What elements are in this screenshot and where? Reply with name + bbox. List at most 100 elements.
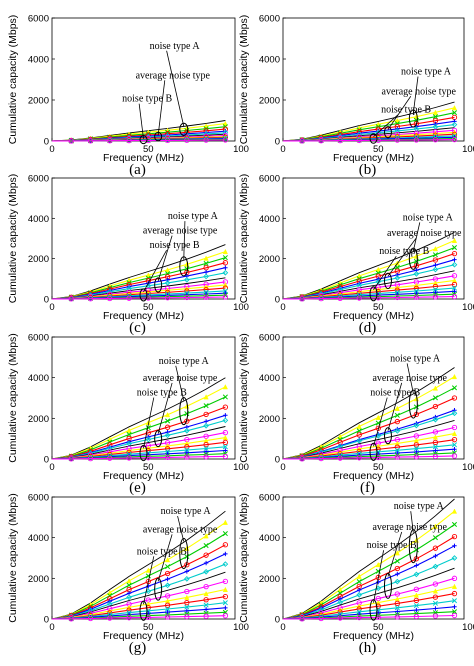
series-point: [432, 294, 439, 300]
series-line-6: [282, 412, 455, 460]
y-tick-label: 4000: [28, 533, 49, 544]
series-point: [432, 600, 438, 606]
series-point: [184, 608, 190, 614]
x-tick-label: 0: [49, 302, 54, 313]
series-point: [451, 121, 458, 128]
series-line-14: [51, 455, 226, 460]
series-point: [394, 447, 400, 453]
series-point: [164, 557, 171, 563]
series-line-14: [51, 296, 226, 300]
series-point: [394, 444, 400, 450]
series-point: [413, 603, 419, 609]
y-tick-label: 0: [275, 295, 280, 306]
series-point: [126, 431, 132, 438]
series-point: [164, 614, 171, 620]
x-tick-label: 50: [143, 302, 154, 313]
y-tick-label: 0: [275, 455, 280, 466]
series-point: [395, 571, 400, 577]
series-point: [413, 613, 420, 620]
series-point: [394, 558, 400, 564]
series-point: [394, 591, 400, 597]
annotation-arrow: [373, 397, 388, 447]
chart-panel-a: 0 2000 4000 6000 0 50 100 Frequency (MHz) Cumula…: [7, 14, 249, 179]
series-line-2: [282, 239, 455, 300]
series-point: [68, 296, 74, 302]
series-point: [413, 271, 420, 277]
series-point: [356, 573, 362, 579]
series-point: [184, 569, 190, 574]
series-point: [184, 294, 190, 301]
annotation-arrow: [373, 114, 399, 137]
x-tick-label: 0: [49, 622, 54, 633]
series-point: [356, 592, 363, 598]
series-point: [164, 432, 171, 439]
series-line-1: [282, 101, 455, 142]
series-point: [223, 265, 228, 270]
annotation-label: noise type A: [168, 211, 219, 222]
series-point: [451, 110, 458, 116]
series-point: [451, 590, 458, 597]
series-line-2: [51, 251, 226, 300]
series-point: [318, 295, 324, 302]
series-point: [394, 454, 400, 460]
series-point: [184, 447, 190, 453]
series-point: [413, 442, 420, 448]
annotation-ellipse: [408, 247, 418, 270]
series-line-8: [51, 580, 226, 620]
series-line-9: [51, 588, 226, 620]
series-point: [222, 404, 229, 410]
series-point: [433, 262, 438, 268]
series-point: [375, 603, 381, 609]
annotation-arrow: [373, 256, 397, 290]
x-tick-label: 100: [233, 302, 249, 313]
series-point: [432, 444, 438, 450]
series-point: [165, 606, 171, 612]
series-point: [451, 437, 458, 443]
series-point: [432, 594, 439, 600]
series-point: [126, 295, 132, 301]
series-line-14: [282, 139, 455, 142]
series-line-2: [282, 376, 455, 460]
series-point: [451, 442, 458, 448]
annotation-ellipse: [383, 126, 392, 139]
series-point: [337, 295, 343, 301]
series-point: [299, 616, 305, 622]
series-point: [107, 138, 113, 144]
series-point: [203, 613, 209, 619]
series-point: [451, 521, 458, 528]
series-point: [433, 290, 438, 295]
series-point: [432, 523, 439, 529]
series-point: [87, 138, 94, 144]
series-point: [337, 433, 343, 439]
series-line-14: [52, 139, 226, 142]
series-point: [223, 413, 228, 418]
annotation-label: noise type B: [137, 546, 187, 557]
series-point: [184, 588, 190, 595]
series-point: [203, 137, 209, 143]
series-point: [394, 605, 400, 611]
annotation-arrow: [175, 365, 185, 401]
series-point: [299, 296, 305, 302]
series-point: [432, 535, 438, 541]
series-point: [145, 436, 152, 443]
series-point: [432, 287, 438, 293]
series-point: [203, 560, 209, 566]
series-point: [203, 403, 209, 409]
series-point: [318, 138, 324, 144]
series-point: [164, 280, 171, 286]
annotation-label: noise type B: [370, 388, 420, 399]
chart-panel-c: 0 2000 4000 6000 0 50 100 Frequency (MHz) Cumula…: [7, 174, 249, 337]
x-tick-label: 50: [143, 462, 154, 473]
series-point: [451, 583, 458, 589]
series-point: [222, 531, 228, 537]
series-point: [222, 384, 228, 390]
series-point: [222, 248, 228, 255]
x-tick-label: 50: [143, 622, 154, 633]
series-point: [203, 583, 209, 590]
series-point: [222, 600, 228, 606]
x-tick-label: 100: [462, 462, 474, 473]
x-tick-label: 100: [462, 144, 474, 155]
series-point: [394, 440, 400, 446]
annotation-arrow: [412, 76, 419, 114]
series-point: [414, 563, 419, 568]
